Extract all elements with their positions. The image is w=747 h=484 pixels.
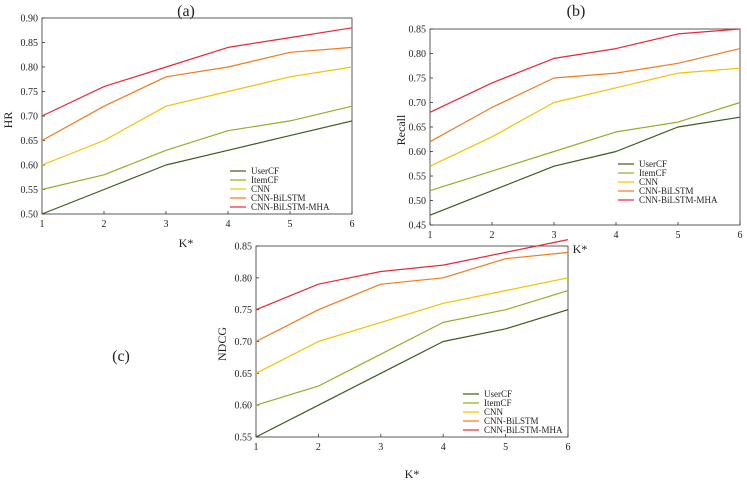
x-tick-label: 4 (614, 230, 619, 241)
legend-label: CNN (639, 177, 659, 187)
plot-frame (41, 17, 353, 215)
y-tick-label: 0.70 (21, 112, 39, 123)
y-tick-label: 0.80 (409, 49, 427, 60)
x-tick-label: 5 (676, 230, 681, 241)
y-tick-label: 0.55 (21, 185, 39, 196)
panel-label: (a) (177, 3, 195, 20)
series-line-cnn-bilstm (429, 48, 741, 143)
x-tick-label: 2 (102, 219, 107, 230)
x-tick-label: 2 (490, 230, 495, 241)
y-tick-label: 0.75 (409, 74, 427, 85)
series-line-cnn (41, 66, 353, 166)
y-tick-label: 0.50 (21, 210, 39, 221)
x-axis-label: K* (179, 236, 194, 250)
series-line-cnn-bilstm (255, 251, 569, 343)
panel-label: (c) (112, 348, 130, 365)
series-line-itemcf (41, 105, 353, 191)
legend-label: CNN-BiLSTM-MHA (484, 425, 563, 435)
series-line-cnn (429, 67, 741, 167)
chart-panel-3: 1 2 3 4 5 6 0.55 0.60 0.65 0.70 0.75 0.80 0.85 K* NDCG… (112, 239, 571, 481)
legend-label: UserCF (251, 166, 279, 176)
series-line-itemcf (255, 290, 569, 406)
x-tick-label: 2 (316, 442, 321, 453)
legend-label: ItemCF (639, 168, 667, 178)
y-tick-label: 0.75 (235, 305, 253, 316)
series-line-cnn-bilstm (41, 46, 353, 142)
legend-label: UserCF (639, 159, 667, 169)
series-line-usercf (429, 116, 741, 216)
y-tick-label: 0.60 (235, 401, 253, 412)
plot-frame (255, 245, 569, 438)
y-tick-label: 0.60 (409, 147, 427, 158)
x-tick-label: 1 (428, 230, 433, 241)
legend-label: CNN-BiLSTM-MHA (251, 202, 330, 212)
legend-label: ItemCF (484, 398, 512, 408)
legend-label: CNN (251, 184, 271, 194)
legend-label: UserCF (484, 389, 512, 399)
y-tick-label: 0.85 (21, 38, 39, 49)
series-line-usercf (41, 120, 353, 215)
y-tick-label: 0.70 (235, 337, 253, 348)
y-tick-label: 0.60 (21, 161, 39, 172)
x-tick-label: 3 (378, 442, 383, 453)
y-tick-label: 0.75 (21, 87, 39, 98)
x-tick-label: 5 (288, 219, 293, 230)
series-line-cnn-bilstm-mha (429, 28, 741, 113)
y-tick-label: 0.65 (409, 123, 427, 134)
y-tick-label: 0.45 (409, 221, 427, 232)
legend-label: CNN-BiLSTM-MHA (639, 195, 718, 205)
x-tick-label: 6 (566, 442, 571, 453)
series-line-cnn (255, 277, 569, 374)
x-tick-label: 6 (738, 230, 743, 241)
x-tick-label: 5 (503, 442, 508, 453)
y-tick-label: 0.70 (409, 98, 427, 109)
y-tick-label: 0.80 (21, 63, 39, 74)
x-tick-label: 3 (552, 230, 557, 241)
y-tick-label: 0.80 (235, 273, 253, 284)
series-line-cnn-bilstm-mha (255, 239, 569, 311)
y-axis-label: HR (1, 112, 15, 129)
y-axis-label: NDCG (215, 327, 229, 361)
y-tick-label: 0.90 (21, 14, 39, 25)
legend-label: ItemCF (251, 175, 279, 185)
legend-label: CNN-BiLSTM (639, 186, 694, 196)
y-tick-label: 0.55 (409, 172, 427, 183)
legend-label: CNN (484, 407, 504, 417)
legend-label: CNN-BiLSTM (251, 193, 306, 203)
x-tick-label: 1 (254, 442, 259, 453)
legend-label: CNN-BiLSTM (484, 416, 539, 426)
y-tick-label: 0.65 (21, 136, 39, 147)
series-line-cnn-bilstm-mha (41, 27, 353, 117)
x-tick-label: 3 (164, 219, 169, 230)
series-line-itemcf (429, 101, 741, 192)
x-tick-label: 4 (226, 219, 231, 230)
x-axis-label: K* (573, 242, 588, 256)
chart-panel-2: 1 2 3 4 5 6 0.45 0.50 0.55 0.60 0.65 0.70 0.75 0.80 0.… (394, 3, 743, 256)
y-tick-label: 0.85 (235, 242, 253, 253)
x-tick-label: 1 (40, 219, 45, 230)
x-axis-label: K* (405, 467, 420, 481)
y-tick-label: 0.55 (235, 433, 253, 444)
y-tick-label: 0.65 (235, 369, 253, 380)
x-tick-label: 4 (441, 442, 446, 453)
chart-panel-1: 1 2 3 4 5 6 0.50 0.55 0.60 0.65 0.70 0.75 0.80 0.85 0.… (1, 3, 355, 250)
y-axis-label: Recall (394, 114, 408, 145)
x-tick-label: 6 (350, 219, 355, 230)
y-tick-label: 0.50 (409, 196, 427, 207)
series-line-usercf (255, 309, 569, 438)
panel-label: (b) (567, 3, 586, 20)
y-tick-label: 0.85 (409, 25, 427, 36)
